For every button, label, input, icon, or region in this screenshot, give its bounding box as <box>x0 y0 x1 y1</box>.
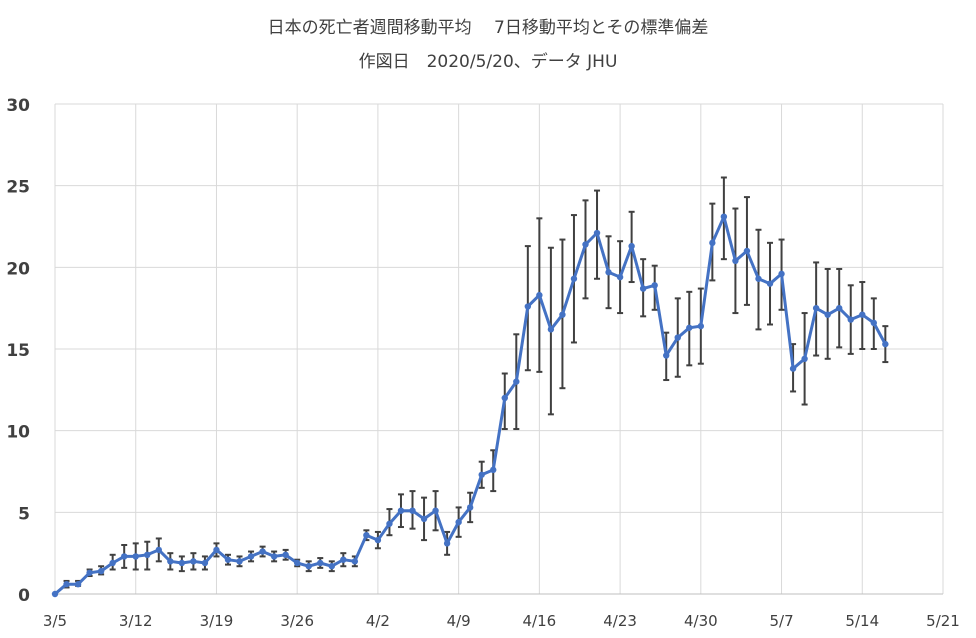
data-point <box>409 507 416 514</box>
data-point <box>882 340 889 348</box>
data-point <box>870 319 878 327</box>
data-point <box>789 365 797 372</box>
data-point <box>363 532 370 539</box>
y-tick-label: 10 <box>6 423 30 443</box>
y-tick-label: 15 <box>6 341 30 361</box>
data-point <box>247 553 255 560</box>
data-point <box>420 515 428 523</box>
data-point <box>432 507 439 514</box>
x-tick-label: 3/5 <box>43 612 67 630</box>
data-point <box>86 569 93 576</box>
data-point <box>836 304 843 312</box>
x-tick-label: 4/16 <box>523 612 557 630</box>
data-point <box>340 556 347 563</box>
x-tick-label: 4/9 <box>447 612 471 630</box>
data-point <box>709 239 716 247</box>
data-point <box>466 504 474 511</box>
data-point <box>559 311 566 318</box>
x-tick-label: 3/19 <box>200 612 234 630</box>
data-point <box>397 507 405 514</box>
data-point <box>63 581 70 588</box>
data-point <box>628 242 635 250</box>
x-tick-label: 5/21 <box>926 612 960 630</box>
data-point <box>270 553 278 560</box>
data-point <box>190 558 197 565</box>
data-point <box>317 559 324 567</box>
data-point <box>570 275 578 282</box>
data-point <box>328 563 335 570</box>
y-tick-label: 25 <box>6 178 30 198</box>
data-point <box>639 285 647 292</box>
data-point <box>386 520 393 527</box>
data-point <box>616 273 624 281</box>
chart-subtitle: 作図日 2020/5/20、データ JHU <box>358 52 618 72</box>
data-point <box>351 558 359 565</box>
y-tick-label: 5 <box>18 504 30 524</box>
data-point <box>859 311 866 318</box>
data-point <box>501 394 508 402</box>
x-tick-label: 4/23 <box>603 612 637 630</box>
data-point <box>443 540 451 547</box>
data-point <box>478 471 485 478</box>
data-point <box>732 257 739 264</box>
x-tick-label: 5/7 <box>769 612 793 630</box>
data-point <box>582 241 589 248</box>
data-point <box>155 546 162 554</box>
data-point <box>236 558 243 565</box>
data-point <box>824 311 831 318</box>
y-tick-label: 20 <box>6 259 30 279</box>
data-point <box>536 291 543 299</box>
chart-title: 日本の死亡者週間移動平均 7日移動平均とその標準偏差 <box>267 18 709 38</box>
data-point <box>766 280 774 287</box>
y-tick-label: 0 <box>18 586 30 606</box>
data-point <box>305 563 312 570</box>
data-point <box>743 247 751 255</box>
data-point <box>109 559 116 567</box>
data-point <box>801 355 808 362</box>
y-tick-label: 30 <box>6 96 30 116</box>
data-point <box>697 322 705 330</box>
data-point <box>593 229 601 237</box>
data-point <box>720 213 728 220</box>
data-point <box>755 275 762 282</box>
data-point <box>178 559 186 567</box>
data-point <box>605 269 612 276</box>
data-point <box>213 546 220 554</box>
data-point <box>490 466 497 474</box>
data-point <box>51 590 59 598</box>
data-point <box>674 334 681 341</box>
data-point <box>812 304 820 312</box>
data-point <box>778 270 785 278</box>
x-tick-label: 5/14 <box>845 612 879 630</box>
data-point <box>259 548 266 555</box>
data-point <box>547 326 555 333</box>
data-point <box>132 553 139 560</box>
data-point <box>651 282 658 289</box>
data-point <box>97 567 105 575</box>
x-tick-label: 4/30 <box>684 612 718 630</box>
data-point <box>524 303 532 310</box>
data-point <box>686 324 693 331</box>
x-tick-label: 3/26 <box>280 612 314 630</box>
data-point <box>293 559 301 567</box>
data-point <box>663 352 670 359</box>
data-point <box>74 581 82 588</box>
x-tick-label: 3/12 <box>119 612 153 630</box>
data-point <box>282 551 289 558</box>
data-point <box>224 556 232 563</box>
data-point <box>167 558 174 565</box>
data-point <box>847 316 854 323</box>
data-point <box>513 378 520 385</box>
data-point <box>374 536 382 544</box>
data-point <box>455 518 462 526</box>
data-point <box>120 553 128 560</box>
data-point <box>201 559 209 567</box>
data-point <box>144 551 151 558</box>
series-line <box>54 215 887 596</box>
x-tick-label: 4/2 <box>366 612 390 630</box>
